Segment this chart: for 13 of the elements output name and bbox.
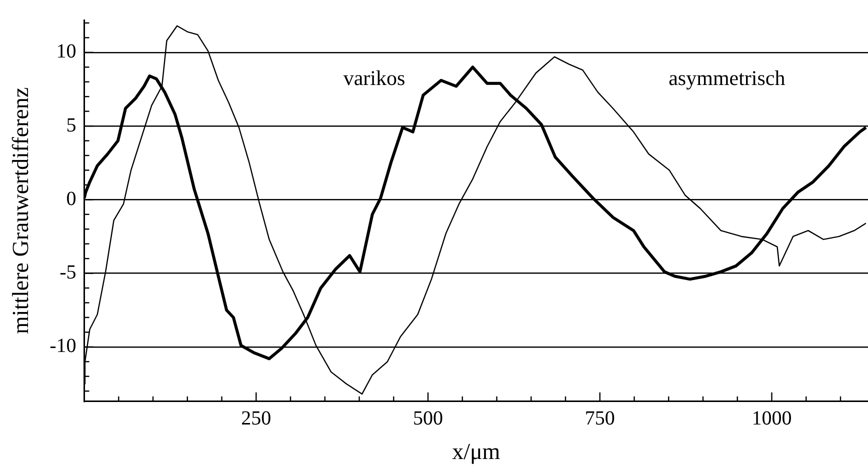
y-tick-label: -10 bbox=[50, 335, 76, 358]
y-tick-label: -5 bbox=[60, 262, 76, 284]
x-axis-title: x/μm bbox=[452, 439, 500, 464]
series-label: varikos bbox=[343, 66, 406, 90]
y-tick-label: 10 bbox=[56, 40, 76, 63]
x-tick-label: 500 bbox=[413, 408, 444, 430]
y-tick-label: 5 bbox=[66, 114, 76, 136]
text: asymmetrisch bbox=[668, 66, 786, 90]
x-tick-label: 750 bbox=[584, 408, 615, 430]
x-tick-label: 1000 bbox=[752, 408, 792, 430]
x-tick-label: 250 bbox=[241, 408, 272, 430]
y-tick-label: 0 bbox=[66, 188, 76, 210]
y-axis-title: mittlere Grauwertdifferenz bbox=[8, 87, 33, 334]
